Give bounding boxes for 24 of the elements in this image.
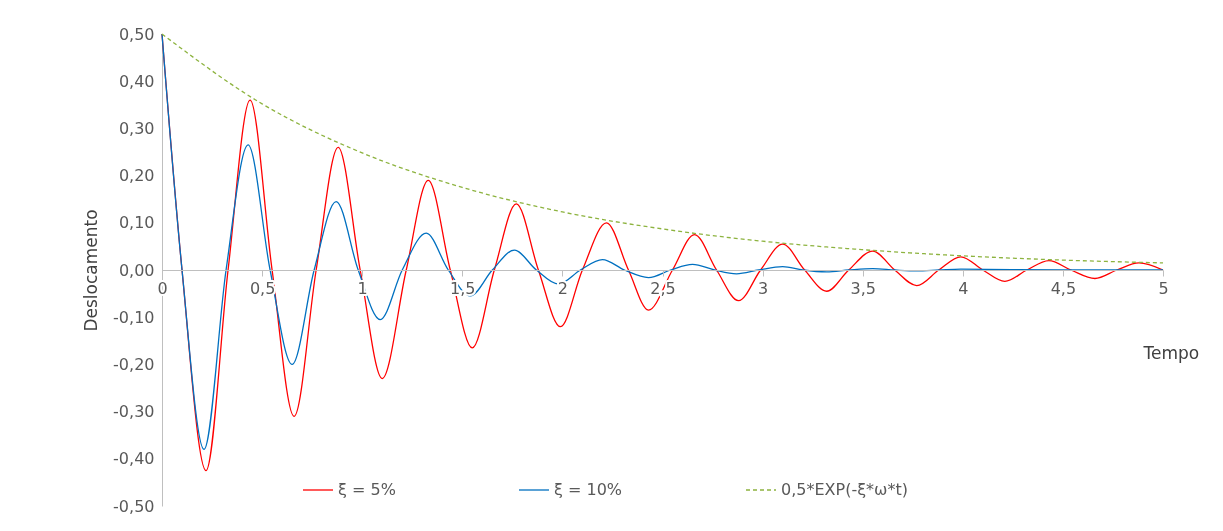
y-tick-label: 0,50	[118, 24, 155, 44]
y-tick-label: 0,20	[118, 166, 155, 186]
y-tick-label: -0,10	[113, 307, 155, 327]
legend-label: 0,5*EXP(-ξ*ω*t)	[781, 480, 909, 499]
x-tick-label: 3	[758, 278, 769, 298]
y-tick-label: 0,10	[118, 213, 155, 233]
y-tick-label: 0,30	[118, 118, 155, 138]
y-tick-label: -0,40	[113, 449, 155, 469]
x-tick-label: 4,5	[1050, 278, 1077, 298]
y-tick-label: -0,30	[113, 402, 155, 422]
legend-label: ξ = 10%	[554, 480, 623, 499]
x-tick-label: 0	[157, 278, 168, 298]
x-tick-label: 4	[958, 278, 969, 298]
y-tick-label: 0,40	[118, 71, 155, 91]
y-axis-title: Deslocamento	[81, 209, 102, 332]
y-tick-label: -0,50	[113, 496, 155, 516]
y-tick-label: 0,00	[118, 260, 155, 280]
legend-label: ξ = 5%	[338, 480, 396, 499]
line-series	[161, 33, 1164, 264]
x-axis-title: Tempo	[1142, 342, 1200, 363]
x-tick-label: 5	[1158, 278, 1169, 298]
x-tick-label: 3,5	[850, 278, 876, 298]
y-tick-label: -0,20	[113, 354, 155, 374]
x-tick-label: 2	[557, 278, 568, 298]
